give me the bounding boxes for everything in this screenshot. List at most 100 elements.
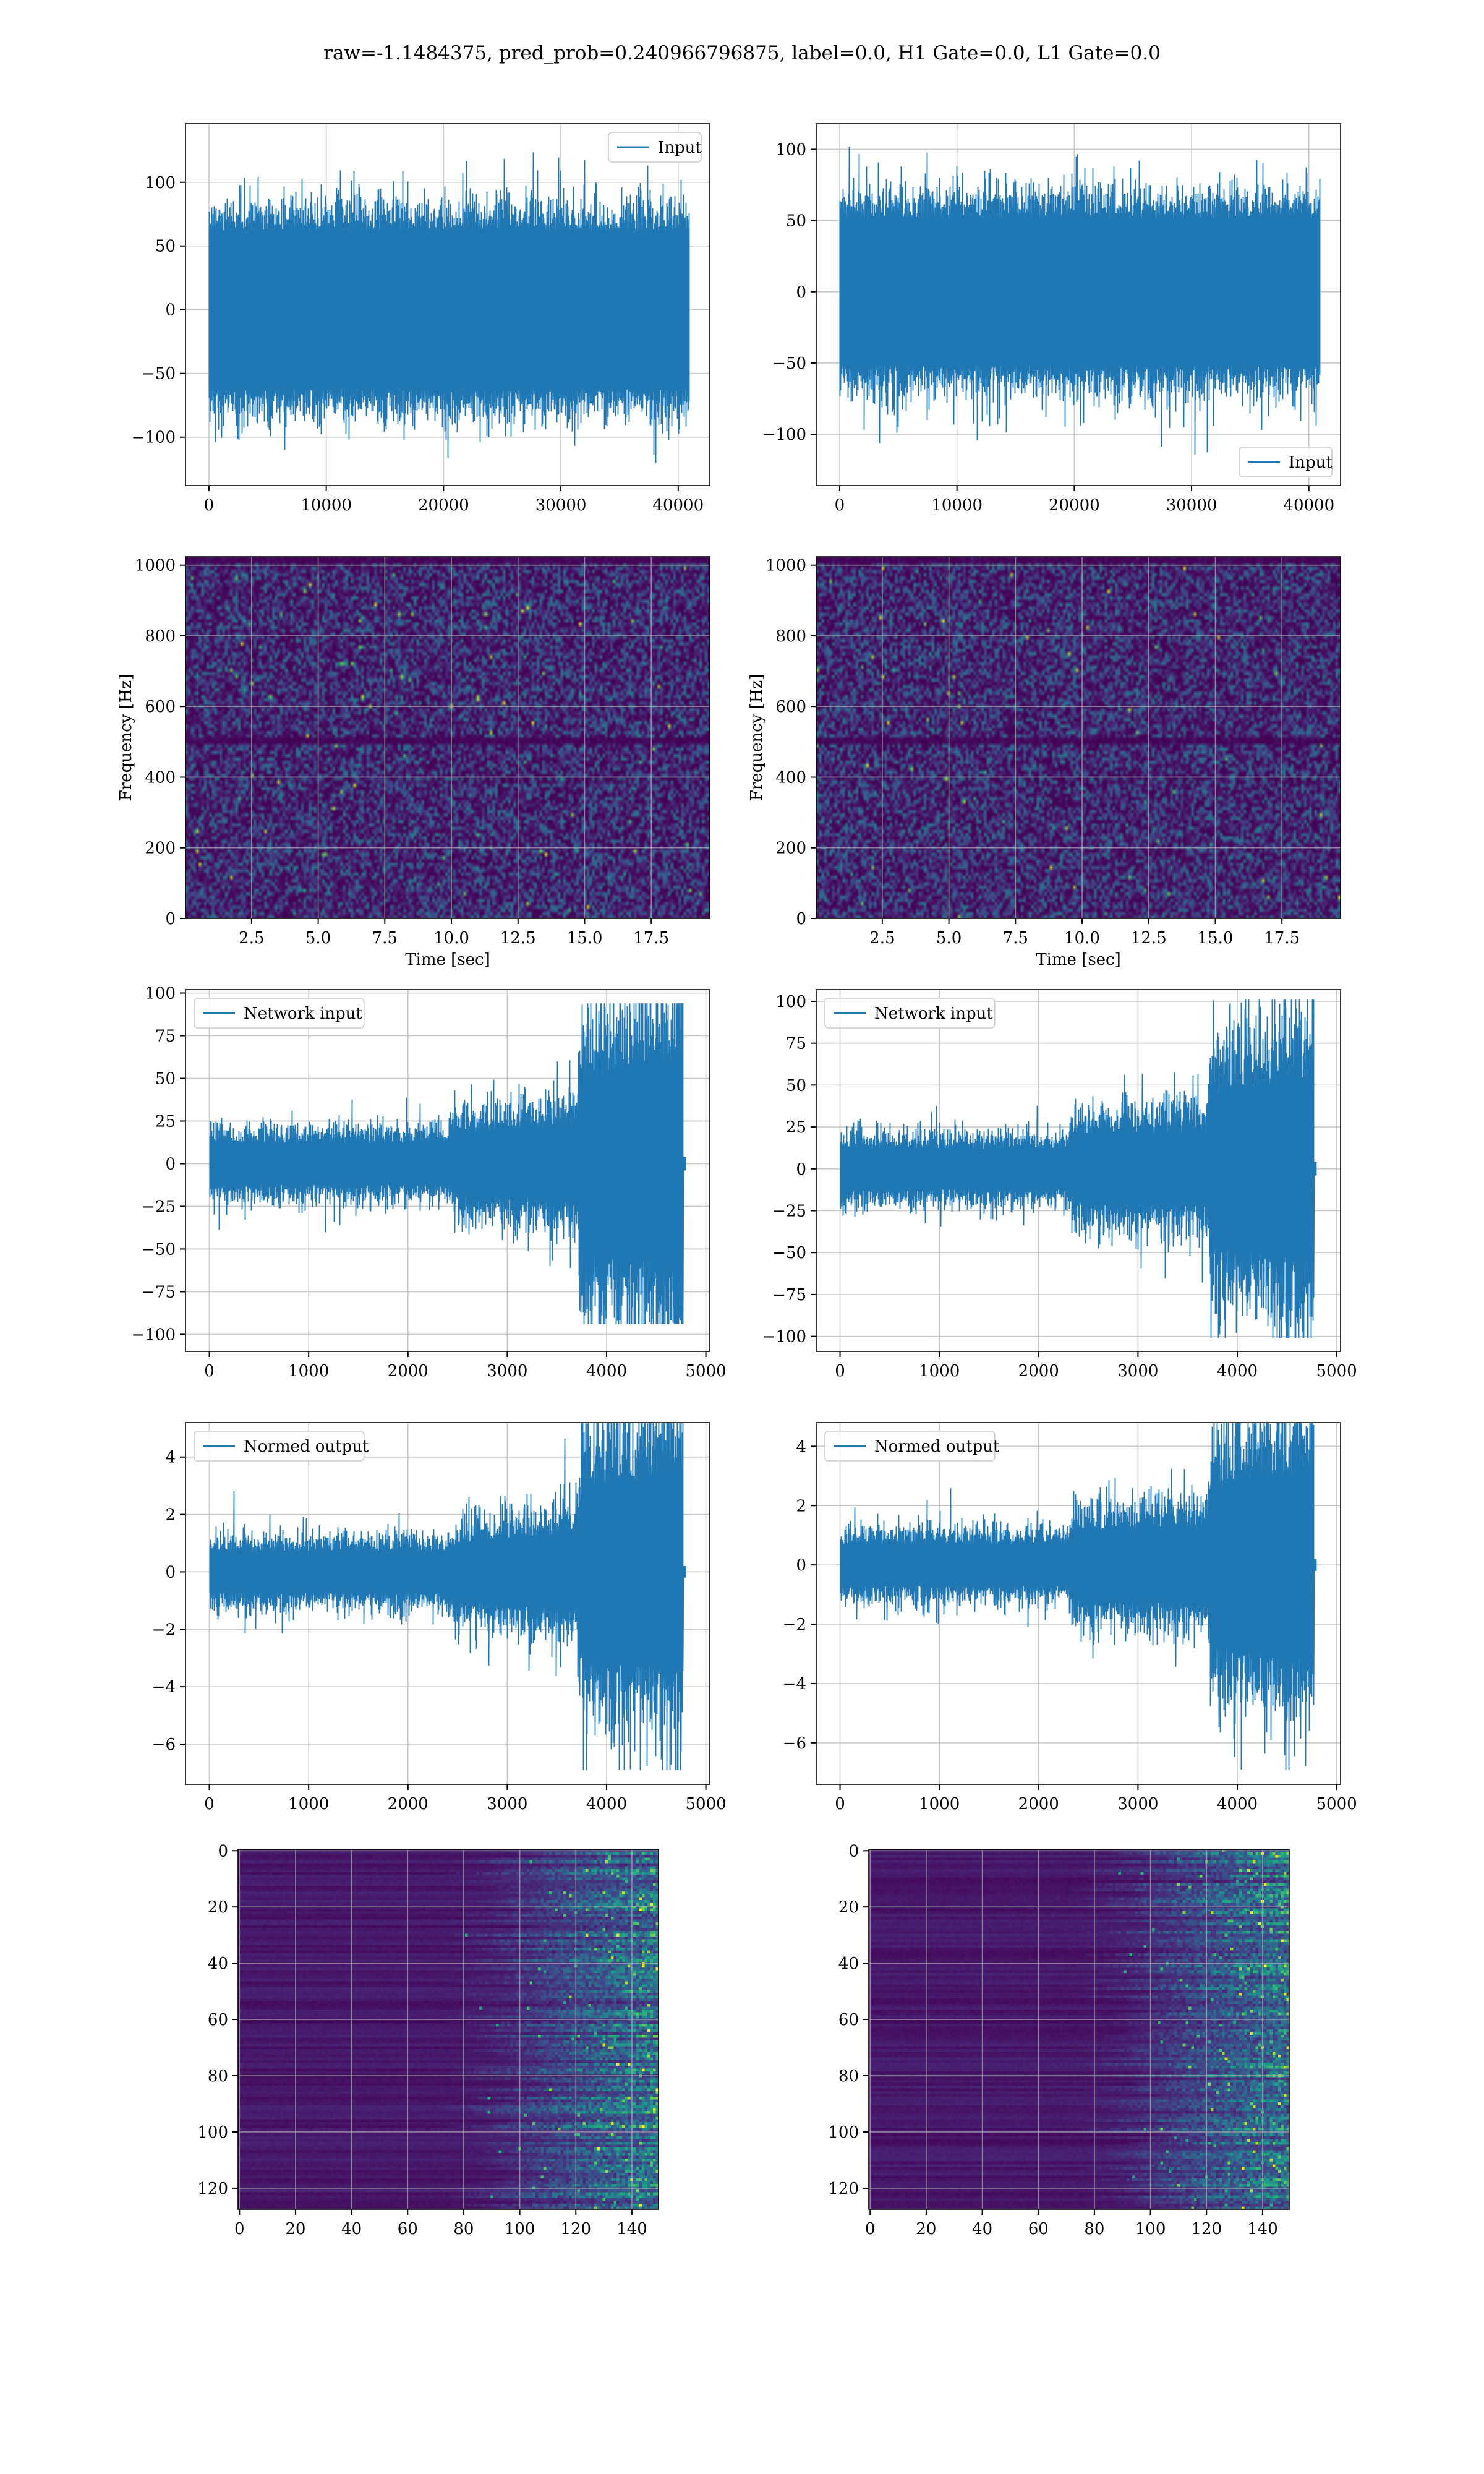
- y-tick-label: −50: [772, 1244, 806, 1262]
- legend: Network input: [824, 998, 996, 1029]
- x-tick-label: 100: [505, 2220, 535, 2238]
- y-tick-label: 0: [165, 910, 176, 928]
- x-tick-label: 0: [835, 1795, 845, 1813]
- normed-output-plot-right: 0 1000 2000 3000 4000 5000 −6 −4 −2 0 2 4 Normed out…: [748, 1416, 1357, 1818]
- y-tick-label: 1000: [135, 557, 176, 575]
- x-tick-label: 10000: [931, 496, 983, 515]
- legend-box: [1239, 447, 1333, 477]
- y-tick-label: 100: [197, 2123, 228, 2142]
- y-tick-label: 120: [828, 2180, 859, 2198]
- legend: Normed output: [194, 1431, 369, 1462]
- y-tick-label: 50: [786, 212, 806, 231]
- y-tick-label: 100: [145, 174, 176, 192]
- x-tick-label: 10000: [301, 496, 352, 515]
- y-tick-label: 2: [796, 1497, 806, 1515]
- x-tick-label: 0: [835, 496, 845, 515]
- y-tick-label: 75: [786, 1035, 806, 1053]
- x-tick-label: 1000: [288, 1795, 329, 1813]
- x-tick-label: 4000: [1217, 1362, 1258, 1380]
- x-tick-label: 100: [1135, 2220, 1166, 2238]
- x-tick-label: 0: [835, 1362, 845, 1380]
- chart-svg: 0 1000 2000 3000 4000 5000 −100 −75 −50 −25 0 25 50 7…: [762, 989, 1357, 1380]
- ticks: 2.5 5.0 7.5 10.0 12.5 15.0 17.5 0 200 400 600 800 10…: [765, 557, 1300, 948]
- axes-frame: [185, 989, 710, 1352]
- series-line: [840, 1423, 1317, 1770]
- x-tick-label: 17.5: [633, 929, 669, 948]
- spectrogram-image: [186, 557, 710, 918]
- y-tick-label: 0: [796, 283, 806, 302]
- x-tick-label: 5.0: [936, 929, 962, 948]
- input-plot-right: 0 10000 20000 30000 40000 −100 −50 0 50 100 Input: [748, 118, 1354, 520]
- legend-label: Input: [658, 139, 702, 157]
- y-tick-label: −50: [142, 1240, 176, 1259]
- spectrogram-plot-left: 2.5 5.0 7.5 10.0 12.5 15.0 17.5 0 200 400 600 800 10…: [117, 550, 723, 971]
- y-tick-label: 0: [848, 1842, 859, 1860]
- x-tick-label: 60: [1028, 2220, 1049, 2238]
- x-tick-label: 80: [453, 2220, 474, 2238]
- x-tick-label: 60: [398, 2220, 418, 2238]
- y-tick-label: 2: [165, 1506, 176, 1525]
- x-tick-label: 15.0: [567, 929, 603, 948]
- y-tick-label: −100: [762, 426, 806, 444]
- x-tick-label: 20000: [418, 496, 469, 515]
- x-tick-label: 5000: [1316, 1795, 1357, 1813]
- x-tick-label: 1000: [919, 1362, 960, 1380]
- network-input-plot-left: 0 1000 2000 3000 4000 5000 −100 −75 −50 −25 0 25 50 7…: [117, 983, 727, 1385]
- normed-output-plot-left: 0 1000 2000 3000 4000 5000 −6 −4 −2 0 2 4 Normed out…: [117, 1416, 727, 1818]
- ticks: 2.5 5.0 7.5 10.0 12.5 15.0 17.5 0 200 400 600 800 10…: [135, 557, 669, 948]
- x-tick-label: 30000: [1166, 496, 1217, 515]
- y-tick-label: −2: [152, 1620, 176, 1639]
- legend-box: [194, 998, 365, 1029]
- spectrogram-plot-right: 2.5 5.0 7.5 10.0 12.5 15.0 17.5 0 200 400 600 800 10…: [748, 550, 1354, 971]
- y-tick-label: −75: [772, 1286, 806, 1304]
- x-tick-label: 12.5: [500, 929, 536, 948]
- axes-frame: [185, 556, 710, 919]
- legend-label: Network input: [874, 1004, 993, 1023]
- x-tick-label: 20: [285, 2220, 305, 2238]
- y-tick-label: 50: [786, 1076, 806, 1095]
- y-tick-label: 40: [838, 1954, 859, 1973]
- legend-box: [824, 1431, 996, 1462]
- y-tick-label: −100: [132, 1325, 176, 1344]
- input-plot-left: 0 10000 20000 30000 40000 −100 −50 0 50 100 Input: [117, 118, 723, 520]
- x-tick-label: 0: [204, 1795, 215, 1813]
- series-line: [839, 147, 1321, 455]
- x-tick-label: 7.5: [1003, 929, 1028, 948]
- x-tick-label: 40: [972, 2220, 992, 2238]
- y-tick-label: 20: [838, 1898, 859, 1917]
- y-tick-label: −6: [783, 1734, 806, 1753]
- y-tick-label: 4: [165, 1449, 176, 1467]
- legend: Input: [1239, 447, 1333, 477]
- y-tick-label: 100: [145, 985, 176, 1003]
- chart-svg: 0 1000 2000 3000 4000 5000 −6 −4 −2 0 2 4 Normed out…: [152, 1422, 727, 1813]
- y-tick-label: −6: [152, 1736, 176, 1754]
- y-tick-label: −50: [772, 354, 806, 373]
- legend-label: Input: [1289, 453, 1333, 472]
- y-tick-label: 20: [208, 1898, 228, 1917]
- y-tick-label: 60: [208, 2011, 228, 2029]
- x-tick-label: 20000: [1049, 496, 1100, 515]
- ticks: 0 1000 2000 3000 4000 5000 −100 −75 −50 −25 0 25 50 7…: [132, 985, 727, 1380]
- feature-map-image: [238, 1849, 659, 2209]
- x-tick-label: 80: [1084, 2220, 1104, 2238]
- y-tick-label: 800: [145, 627, 176, 646]
- series-line: [209, 1003, 686, 1324]
- x-tick-label: 1000: [919, 1795, 960, 1813]
- x-tick-label: 2000: [388, 1795, 429, 1813]
- legend-box: [824, 998, 996, 1029]
- y-tick-label: 100: [775, 993, 806, 1011]
- chart-svg: 0 20 40 60 80 100 120 140 0 20 40 60 80 100 120: [828, 1842, 1290, 2238]
- y-tick-label: −4: [783, 1675, 806, 1693]
- legend-box: [608, 132, 702, 163]
- chart-svg: 0 1000 2000 3000 4000 5000 −6 −4 −2 0 2 4 Normed out…: [783, 1422, 1357, 1813]
- x-tick-label: 120: [1191, 2220, 1222, 2238]
- y-tick-label: −100: [762, 1328, 806, 1346]
- x-tick-label: 12.5: [1131, 929, 1167, 948]
- x-tick-label: 0: [204, 496, 215, 515]
- axes-frame: [816, 1422, 1341, 1785]
- x-tick-label: 5000: [685, 1362, 726, 1380]
- y-tick-label: 75: [155, 1027, 176, 1046]
- ticks: 0 20 40 60 80 100 120 140 0 20 40 60 80 100 120: [197, 1842, 647, 2238]
- y-tick-label: 25: [155, 1112, 176, 1131]
- x-tick-label: 2000: [1018, 1362, 1059, 1380]
